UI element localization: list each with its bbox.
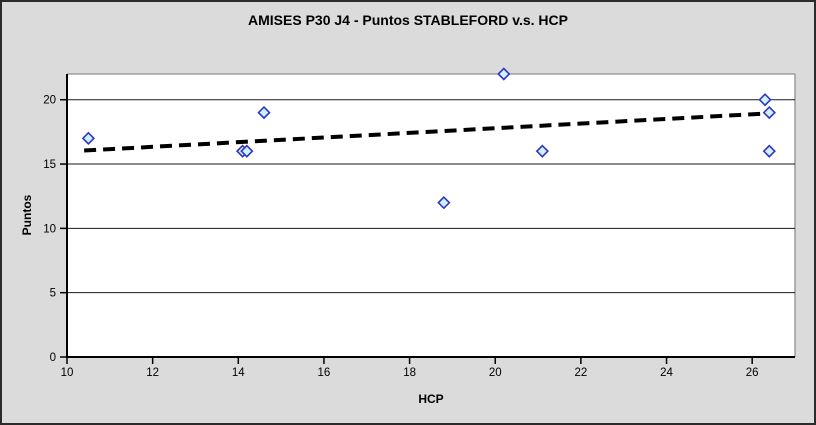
x-tick-label: 14 (232, 367, 245, 379)
x-axis-title: HCP (418, 392, 444, 406)
y-tick-label: 15 (43, 159, 56, 171)
data-point-marker (497, 67, 511, 81)
x-tick-label: 10 (61, 367, 74, 379)
y-tick-label: 20 (43, 95, 56, 107)
x-tick-label: 12 (146, 367, 159, 379)
data-point-marker (758, 93, 772, 107)
trendline (84, 111, 772, 153)
chart-title: AMISES P30 J4 - Puntos STABLEFORD v.s. H… (248, 12, 568, 28)
data-point-marker (81, 131, 96, 145)
data-point-marker (437, 196, 451, 210)
x-tick-label: 18 (403, 367, 416, 379)
x-tick-label: 16 (318, 367, 331, 379)
data-point-marker (240, 144, 254, 158)
data-point-marker (762, 144, 776, 158)
y-tick-label: 5 (50, 288, 56, 300)
x-tick-label: 20 (489, 367, 502, 379)
data-point-marker (762, 105, 776, 120)
data-point-marker (257, 105, 271, 120)
y-axis-title: Puntos (20, 194, 34, 236)
y-tick-label: 10 (43, 223, 56, 235)
x-tick-label: 22 (574, 367, 587, 379)
y-tick-label: 0 (50, 352, 56, 364)
x-tick-label: 24 (660, 367, 673, 379)
plot-background (67, 74, 795, 357)
data-point-marker (535, 144, 549, 158)
x-tick-label: 26 (746, 367, 759, 379)
